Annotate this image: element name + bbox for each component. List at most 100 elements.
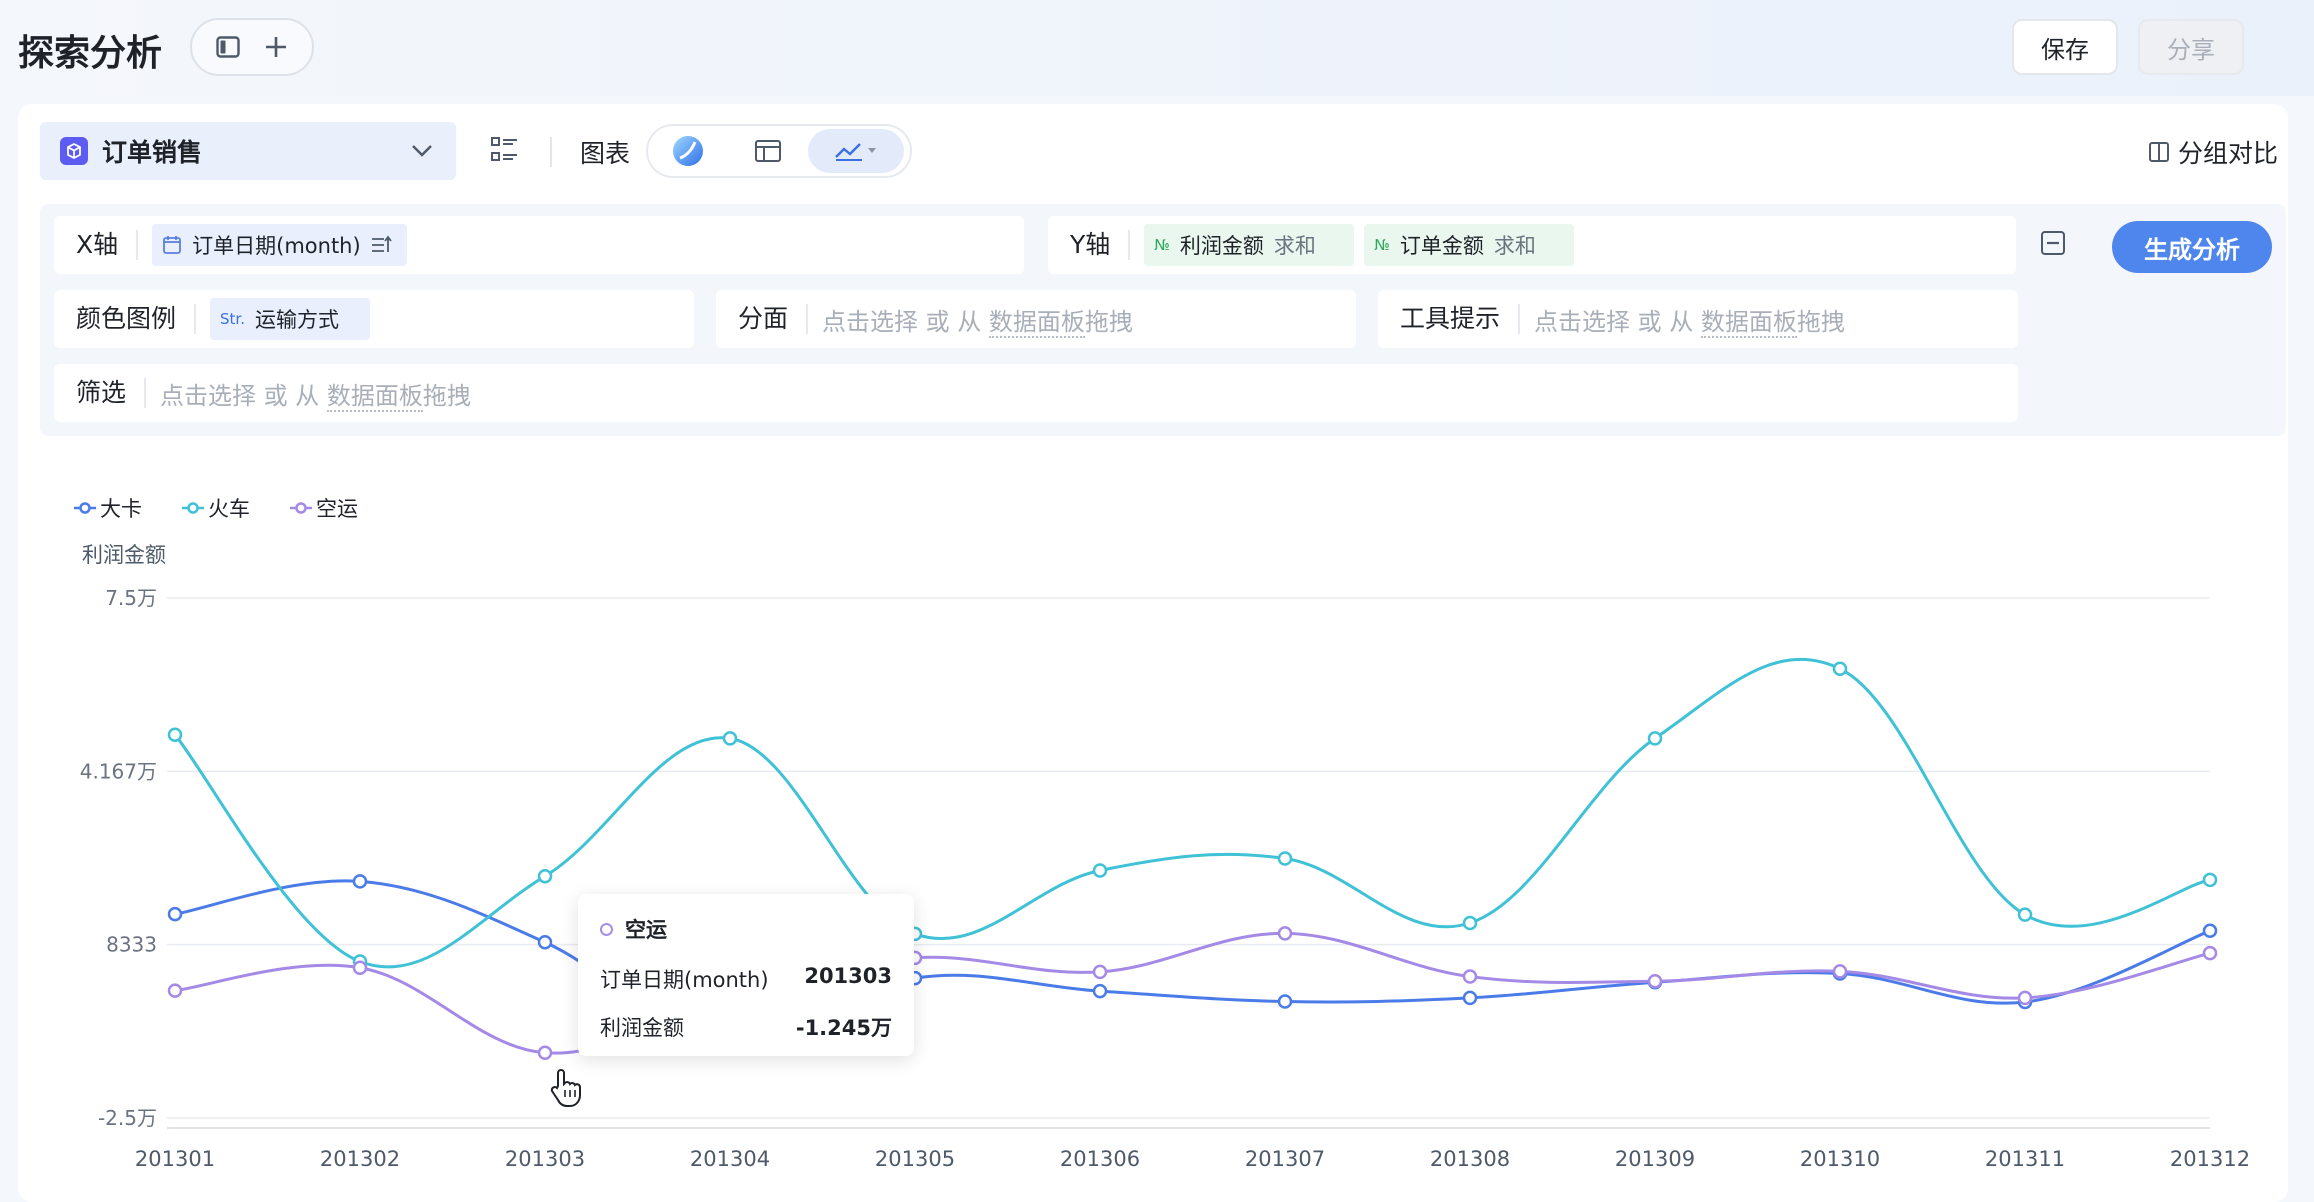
chart-label: 图表 (580, 139, 631, 168)
facet-label: 分面 (738, 304, 809, 334)
y-axis-pill-profit[interactable]: № 利润金额 求和 (1144, 224, 1355, 266)
x-tick-label: 201305 (875, 1147, 955, 1171)
filter-placeholder-b: 数据面板 (326, 381, 423, 412)
data-point (1462, 990, 1478, 1006)
series-line (174, 931, 2211, 1055)
x-tick-label: 201310 (1800, 1147, 1880, 1171)
data-point (1092, 863, 1108, 878)
data-point (167, 983, 183, 998)
color-legend-pill[interactable]: Str. 运输方式 (210, 298, 371, 340)
filter-placeholder-a: 点击选择 或 从 (160, 381, 320, 410)
dataset-cube-icon (60, 137, 88, 165)
hand-cursor-icon (548, 1068, 582, 1112)
y-axis-agg: 求和 (1273, 234, 1316, 258)
title-tools (190, 18, 314, 76)
string-type-icon: Str. (220, 310, 245, 328)
y-tick-label: 4.167万 (80, 759, 157, 783)
data-point (1832, 661, 1848, 676)
data-point (537, 868, 553, 884)
data-point (537, 934, 553, 950)
save-button[interactable]: 保存 (2012, 19, 2118, 75)
x-tick-label: 201309 (1615, 1147, 1695, 1171)
data-point (1277, 851, 1293, 866)
generate-analysis-button[interactable]: 生成分析 (2112, 221, 2272, 273)
data-point (2017, 990, 2033, 1006)
y-tick-label: 7.5万 (105, 586, 157, 610)
tooltip-label: 工具提示 (1400, 304, 1521, 334)
share-button[interactable]: 分享 (2138, 19, 2244, 75)
data-point (1832, 964, 1848, 979)
dataset-select[interactable]: 订单销售 (40, 122, 456, 180)
dataset-name: 订单销售 (102, 138, 203, 167)
x-axis-field[interactable]: X轴 订单日期(month) (54, 216, 1024, 274)
legend-swatch-dot (187, 502, 199, 514)
data-point (2202, 872, 2218, 888)
y-axis-field[interactable]: Y轴 № 利润金额 求和 № 订单金额 求和 (1048, 216, 2016, 274)
y-axis-title: 利润金额 (82, 543, 166, 567)
y-axis-agg: 求和 (1493, 234, 1536, 258)
data-point (167, 727, 183, 743)
facet-field[interactable]: 分面 点击选择 或 从 数据面板拖拽 (716, 290, 1356, 348)
data-point (537, 1045, 553, 1060)
filter-placeholder-c: 拖拽 (422, 381, 471, 410)
table-icon[interactable] (728, 129, 808, 173)
data-point (1462, 915, 1478, 931)
group-compare-label: 分组对比 (2178, 139, 2279, 168)
tooltip-series-dot (600, 922, 613, 936)
line-chart-icon[interactable] (808, 129, 904, 173)
number-type-icon: № (1374, 236, 1390, 254)
data-point (722, 731, 738, 746)
x-axis-label: X轴 (76, 230, 139, 260)
data-point (1092, 964, 1108, 980)
sidebar-toggle-icon[interactable] (213, 32, 243, 62)
y-axis-field-name: 订单金额 (1399, 234, 1484, 258)
sort-icon (371, 235, 392, 252)
legend-swatch-dot (295, 502, 307, 514)
color-legend-label: 颜色图例 (76, 304, 197, 334)
y-axis-pill-order[interactable]: № 订单金额 求和 (1364, 224, 1575, 266)
facet-placeholder: 点击选择 或 从 数据面板拖拽 (822, 302, 1133, 338)
x-axis-pill[interactable]: 订单日期(month) (152, 224, 407, 266)
data-point (2202, 945, 2218, 961)
facet-placeholder-c: 拖拽 (1084, 307, 1133, 336)
data-point (1277, 994, 1293, 1009)
x-tick-label: 201302 (320, 1147, 400, 1171)
x-tick-label: 201307 (1245, 1147, 1325, 1171)
data-point (1277, 926, 1293, 941)
tooltip-field[interactable]: 工具提示 点击选择 或 从 数据面板拖拽 (1378, 290, 2018, 348)
tooltip-placeholder: 点击选择 或 从 数据面板拖拽 (1534, 302, 1845, 338)
add-icon[interactable] (261, 32, 291, 62)
y-axis-label: Y轴 (1070, 230, 1131, 260)
data-point (1647, 973, 1663, 989)
data-point (1647, 731, 1663, 746)
y-tick-label: -2.5万 (98, 1106, 157, 1130)
x-tick-label: 201303 (505, 1147, 585, 1171)
filter-label: 筛选 (76, 378, 147, 408)
color-legend-field[interactable]: 颜色图例 Str. 运输方式 (54, 290, 694, 348)
data-point (352, 874, 368, 889)
top-bar (0, 0, 2314, 96)
tooltip-row-label: 利润金额 (600, 1016, 684, 1040)
series-line (173, 657, 2211, 969)
facet-placeholder-b: 数据面板 (988, 307, 1085, 338)
tooltip-row: 订单日期(month) 201303 (600, 964, 892, 994)
filter-placeholder: 点击选择 或 从 数据面板拖拽 (160, 376, 471, 412)
filter-field[interactable]: 筛选 点击选择 或 从 数据面板拖拽 (54, 364, 2018, 422)
number-type-icon: № (1154, 236, 1170, 254)
tooltip-row-value: -1.245万 (795, 1016, 892, 1040)
group-compare-button[interactable]: 分组对比 (2148, 134, 2278, 170)
series-line (174, 879, 2211, 1050)
data-point (2202, 923, 2218, 939)
tooltip-placeholder-c: 拖拽 (1796, 307, 1845, 336)
auto-chart-icon[interactable] (648, 129, 728, 173)
collapse-icon[interactable] (2040, 230, 2068, 258)
calendar-icon (163, 236, 182, 254)
data-point (1462, 969, 1478, 984)
legend-label: 大卡 (100, 497, 142, 521)
page-title: 探索分析 (18, 33, 163, 74)
legend-label: 空运 (316, 497, 358, 521)
x-tick-label: 201306 (1060, 1147, 1140, 1171)
field-list-icon[interactable] (490, 136, 522, 168)
x-tick-label: 201308 (1430, 1147, 1510, 1171)
